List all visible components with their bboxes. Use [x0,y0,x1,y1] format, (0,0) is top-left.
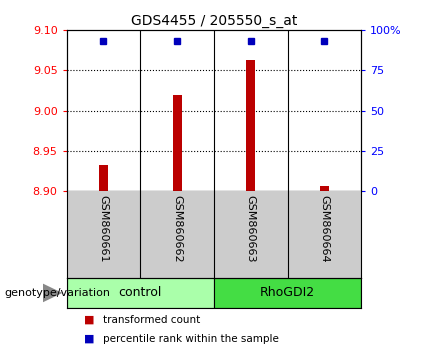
Text: transformed count: transformed count [103,315,200,325]
Bar [214,278,361,308]
Polygon shape [43,284,62,302]
Text: percentile rank within the sample: percentile rank within the sample [103,333,279,344]
Text: GSM860661: GSM860661 [98,195,108,263]
Text: ■: ■ [84,333,94,344]
Bar [320,185,329,191]
Title: GDS4455 / 205550_s_at: GDS4455 / 205550_s_at [131,14,297,28]
Text: control: control [119,286,162,299]
Bar [173,95,181,191]
Text: GSM860664: GSM860664 [319,195,329,263]
Bar [99,165,108,191]
Text: RhoGDI2: RhoGDI2 [260,286,315,299]
Bar [246,60,255,191]
Text: genotype/variation: genotype/variation [4,288,111,298]
Bar [67,278,214,308]
Text: GSM860662: GSM860662 [172,195,182,263]
Text: ■: ■ [84,315,94,325]
Text: GSM860663: GSM860663 [246,195,256,263]
